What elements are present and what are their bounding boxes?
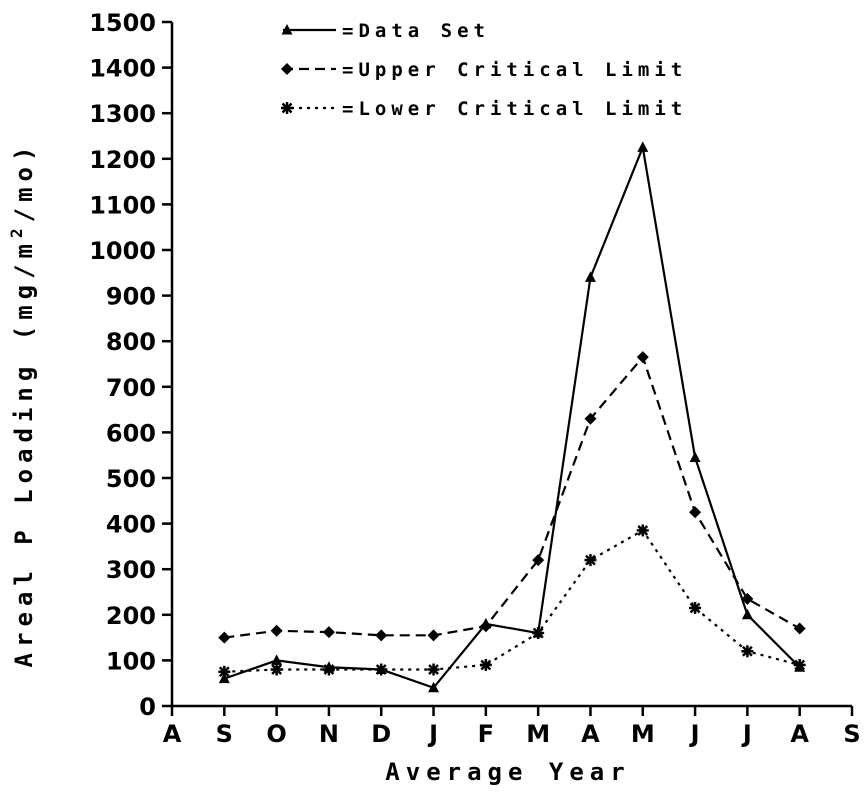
data-point	[218, 672, 230, 684]
legend-label: =Data Set	[342, 20, 490, 42]
data-point	[427, 663, 440, 676]
y-tick-label: 100	[106, 647, 156, 675]
y-tick-label: 1400	[89, 55, 156, 83]
y-tick-label: 500	[106, 465, 156, 493]
data-point	[270, 663, 283, 676]
series-1	[218, 141, 806, 693]
x-tick-label: J	[427, 720, 438, 748]
series-line	[224, 528, 800, 673]
x-tick-label: S	[216, 720, 233, 748]
y-tick-label: 200	[106, 602, 156, 630]
y-tick-label: 1100	[89, 191, 156, 219]
data-point	[218, 665, 231, 678]
x-tick-label: A	[790, 720, 809, 748]
data-point	[270, 624, 283, 637]
data-point	[532, 627, 545, 640]
data-point	[271, 654, 283, 665]
data-point	[428, 681, 440, 693]
y-tick-label: 1200	[89, 146, 156, 174]
data-point	[637, 141, 649, 152]
data-point	[584, 554, 597, 567]
data-point	[479, 620, 492, 633]
data-point	[636, 351, 649, 364]
x-tick-label: S	[843, 720, 860, 748]
data-point	[375, 663, 388, 676]
y-tick-label: 800	[106, 328, 156, 356]
data-point	[584, 271, 596, 282]
x-tick-label: M	[526, 720, 550, 748]
data-point	[322, 663, 335, 676]
data-point	[689, 601, 702, 614]
x-tick-label: O	[266, 720, 286, 748]
x-tick-label: M	[631, 720, 655, 748]
data-point	[793, 658, 806, 671]
y-axis-title: Areal P Loading (mg/m2/mo)	[7, 141, 38, 668]
series-2	[218, 351, 806, 644]
data-point	[479, 658, 492, 671]
data-point	[793, 622, 806, 635]
y-tick-label: 1000	[89, 237, 156, 265]
y-axis-ticks: 0 100 200 300 400 500 600 700 800 900 1000 1100 1200…	[89, 9, 172, 721]
data-point	[741, 645, 754, 658]
y-tick-label: 400	[106, 511, 156, 539]
data-point	[689, 506, 702, 519]
y-tick-label: 0	[139, 693, 156, 721]
x-tick-label: J	[741, 720, 752, 748]
data-point	[218, 631, 231, 644]
data-point	[584, 412, 597, 425]
data-point	[636, 524, 649, 537]
data-point	[281, 63, 293, 75]
y-tick-label: 700	[106, 374, 156, 402]
data-point	[281, 102, 293, 114]
data-point	[322, 626, 335, 639]
x-tick-label: J	[689, 720, 700, 748]
y-tick-label: 300	[106, 556, 156, 584]
x-tick-label: D	[371, 720, 391, 748]
y-tick-label: 1500	[89, 9, 156, 37]
x-tick-label: A	[581, 720, 600, 748]
y-axis-title-main: Areal P Loading (mg/m	[10, 238, 38, 667]
y-tick-label: 1300	[89, 100, 156, 128]
data-point	[427, 629, 440, 642]
data-point	[689, 451, 701, 462]
x-axis-title: Average Year	[385, 758, 630, 786]
axes	[170, 22, 852, 708]
legend: =Data Set =Upper Critical Limit =Lower Cri…	[281, 20, 687, 120]
data-point	[375, 629, 388, 642]
data-point	[532, 554, 545, 567]
series-3	[218, 524, 806, 678]
legend-label: =Lower Critical Limit	[342, 98, 687, 120]
data-point	[741, 592, 754, 605]
data-point	[741, 608, 753, 620]
series-group	[218, 141, 806, 693]
y-tick-label: 900	[106, 283, 156, 311]
x-tick-label: A	[163, 720, 182, 748]
series-line	[223, 143, 801, 690]
series-line	[224, 354, 801, 639]
y-axis-title-tail: /mo)	[10, 141, 38, 223]
legend-label: =Upper Critical Limit	[342, 59, 687, 81]
y-axis-title-sup: 2	[7, 222, 26, 238]
y-tick-label: 600	[106, 419, 156, 447]
x-tick-label: F	[478, 720, 494, 748]
x-tick-label: N	[319, 720, 339, 748]
data-point	[281, 24, 293, 35]
